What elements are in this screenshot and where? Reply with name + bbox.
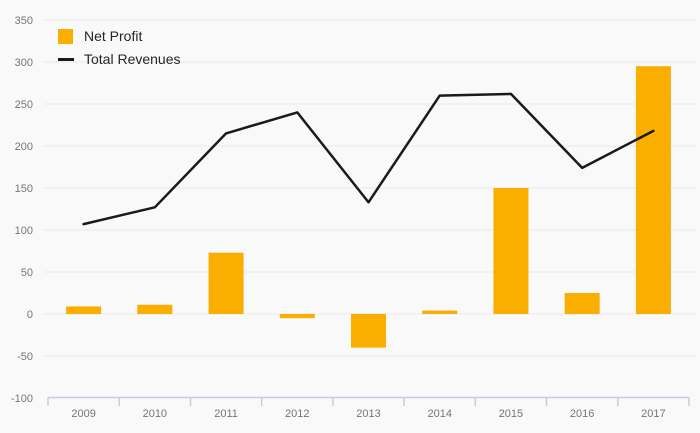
y-axis-label: -100 [11, 393, 33, 405]
x-axis-label: 2017 [641, 408, 665, 420]
net-profit-bar [208, 252, 244, 314]
y-axis-label: 150 [15, 183, 33, 195]
x-axis-label: 2010 [143, 408, 167, 420]
legend: Net Profit Total Revenues [58, 26, 181, 72]
legend-label-total-revenues: Total Revenues [84, 51, 181, 67]
total-revenues-line [82, 92, 655, 226]
y-axis-label: 350 [15, 15, 33, 27]
net-profit-bar [66, 306, 102, 314]
x-axis-label: 2012 [285, 408, 309, 420]
y-axis-label: 200 [15, 141, 33, 153]
y-axis-label: 100 [15, 225, 33, 237]
y-axis-label: -50 [17, 351, 33, 363]
net-profit-bar [137, 304, 173, 314]
net-profit-bar [422, 310, 458, 314]
net-profit-bar [279, 314, 315, 319]
net-profit-bar [564, 293, 600, 314]
legend-label-net-profit: Net Profit [84, 28, 143, 44]
y-axis-label: 0 [27, 309, 33, 321]
x-axis-label: 2014 [427, 408, 451, 420]
net-profit-bar [351, 314, 386, 348]
legend-item-total-revenues[interactable]: Total Revenues [58, 49, 181, 69]
x-axis-label: 2013 [356, 408, 380, 420]
net-profit-bar [493, 188, 529, 314]
x-axis-label: 2009 [71, 408, 95, 420]
legend-item-net-profit[interactable]: Net Profit [58, 26, 181, 46]
y-axis-label: 300 [15, 57, 33, 69]
total-revenues-swatch-icon [58, 57, 74, 61]
x-axis-label: 2011 [214, 408, 238, 420]
y-axis-label: 50 [21, 267, 33, 279]
net-profit-swatch-icon [58, 28, 73, 44]
x-axis-label: 2015 [499, 408, 523, 420]
y-axis-label: 250 [15, 99, 33, 111]
x-axis-label: 2016 [570, 408, 594, 420]
net-profit-bar [635, 66, 671, 314]
